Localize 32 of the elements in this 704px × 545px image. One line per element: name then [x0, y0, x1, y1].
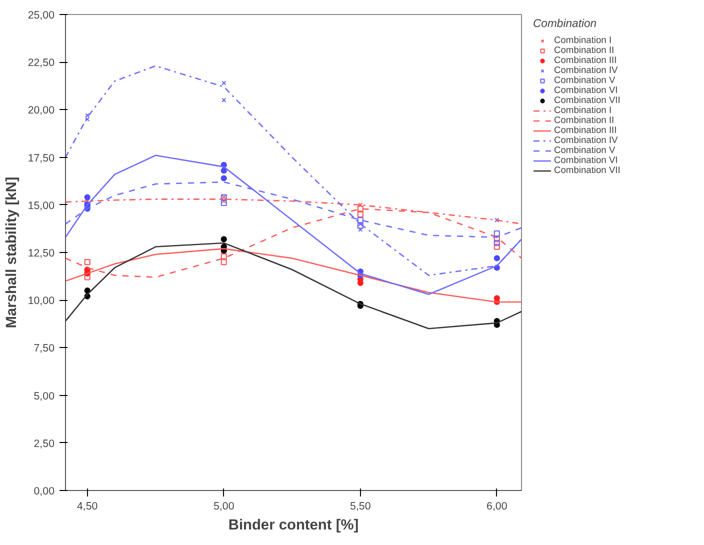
- legend-label: Combination VI: [554, 85, 618, 95]
- x-tick-label: 6,00: [486, 500, 508, 512]
- legend-label: Combination II: [554, 115, 614, 125]
- y-tick-label: 0,00: [34, 486, 55, 498]
- legend-label: Combination VII: [554, 95, 620, 105]
- y-tick-label: 2,50: [34, 438, 55, 450]
- y-tick-label: 7,50: [34, 342, 55, 355]
- legend-title: Combination: [533, 18, 598, 30]
- y-tick-label: 15,00: [28, 200, 55, 212]
- y-tick-label: 17,50: [28, 152, 55, 164]
- y-axis-title: Marshall stability [kN]: [4, 176, 20, 328]
- legend-label: Combination V: [554, 145, 616, 155]
- legend-label: Combination VII: [554, 165, 620, 175]
- y-tick-label: 25,00: [28, 10, 55, 22]
- x-axis-title: Binder content [%]: [228, 518, 359, 534]
- legend-label: Combination IV: [554, 65, 618, 75]
- y-tick-label: 20,00: [28, 104, 55, 117]
- y-tick-label: 5,00: [34, 390, 55, 402]
- legend-label: Combination V: [554, 75, 616, 85]
- legend-label: Combination I: [554, 35, 612, 45]
- x-tick-label: 4,50: [76, 500, 98, 512]
- y-tick-label: 10,00: [28, 295, 55, 308]
- legend-label: Combination III: [554, 125, 617, 135]
- y-tick-label: 12,50: [28, 248, 55, 260]
- legend-label: Combination IV: [554, 135, 618, 145]
- x-tick-label: 5,00: [214, 500, 234, 512]
- y-tick-label: 22,50: [28, 57, 55, 70]
- x-tick-label: 5,50: [350, 500, 371, 512]
- legend-label: Combination I: [554, 105, 612, 115]
- legend-label: Combination VI: [554, 155, 618, 165]
- legend-label: Combination III: [554, 55, 617, 65]
- legend-label: Combination II: [554, 45, 614, 55]
